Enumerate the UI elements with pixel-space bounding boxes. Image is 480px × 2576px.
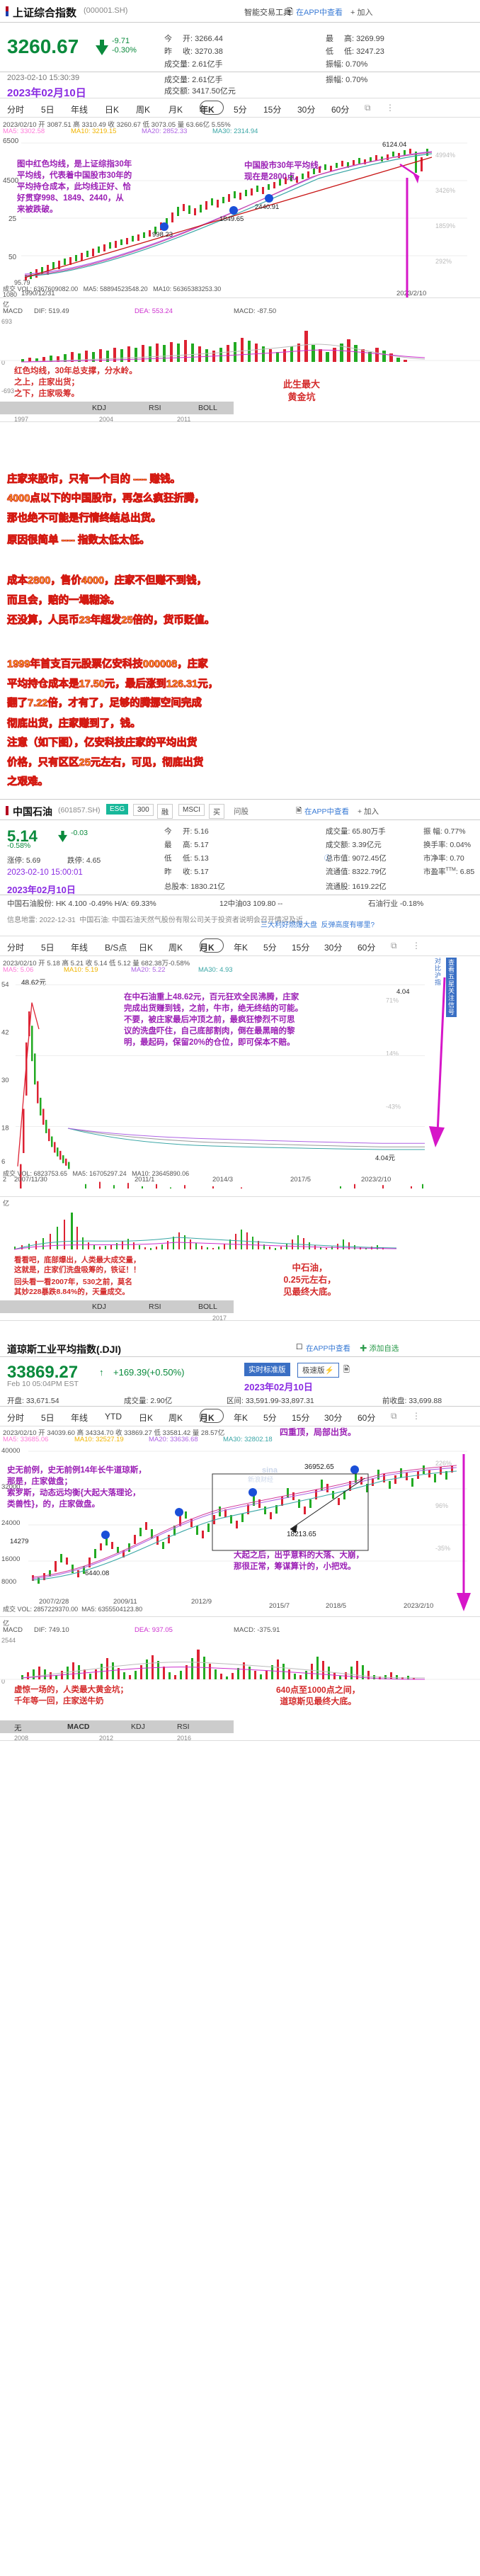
svg-text:4994%: 4994%: [435, 152, 455, 159]
svg-text:25: 25: [8, 215, 17, 223]
svg-text:292%: 292%: [435, 258, 452, 265]
svg-text:36952.65: 36952.65: [304, 1463, 334, 1471]
svg-text:2017/5: 2017/5: [290, 1176, 311, 1184]
svg-text:24000: 24000: [1, 1519, 20, 1527]
svg-text:96%: 96%: [435, 1502, 448, 1509]
svg-text:40000: 40000: [1, 1447, 20, 1455]
svg-text:2440.91: 2440.91: [255, 203, 279, 211]
svg-text:2014/3: 2014/3: [212, 1176, 233, 1184]
svg-text:998.23: 998.23: [152, 231, 173, 239]
svg-text:42: 42: [1, 1029, 9, 1037]
svg-text:2544: 2544: [1, 1637, 16, 1644]
svg-text:6500: 6500: [3, 137, 19, 145]
svg-text:4.04元: 4.04元: [375, 1154, 395, 1162]
svg-text:30: 30: [1, 1077, 9, 1084]
svg-text:-43%: -43%: [386, 1103, 401, 1111]
svg-text:8000: 8000: [1, 1578, 16, 1586]
svg-text:新浪财经: 新浪财经: [248, 1475, 273, 1483]
svg-text:-693: -693: [1, 387, 14, 395]
svg-text:16000: 16000: [1, 1555, 20, 1563]
svg-text:693: 693: [1, 318, 12, 325]
svg-text:54: 54: [1, 981, 9, 989]
svg-text:18213.65: 18213.65: [287, 1531, 316, 1538]
svg-text:3426%: 3426%: [435, 187, 455, 194]
svg-text:18: 18: [1, 1125, 9, 1133]
svg-text:50: 50: [8, 254, 17, 261]
svg-text:48.62元: 48.62元: [21, 980, 46, 987]
svg-text:6124.04: 6124.04: [382, 141, 406, 149]
svg-text:2012/9: 2012/9: [191, 1598, 212, 1606]
svg-text:6440.08: 6440.08: [85, 1570, 109, 1577]
svg-text:sina: sina: [262, 1466, 278, 1475]
svg-text:1859%: 1859%: [435, 222, 455, 229]
svg-text:2023/2/10: 2023/2/10: [361, 1176, 391, 1184]
svg-text:6: 6: [1, 1158, 5, 1166]
svg-text:1849.65: 1849.65: [219, 215, 244, 223]
svg-text:14279: 14279: [10, 1538, 28, 1545]
